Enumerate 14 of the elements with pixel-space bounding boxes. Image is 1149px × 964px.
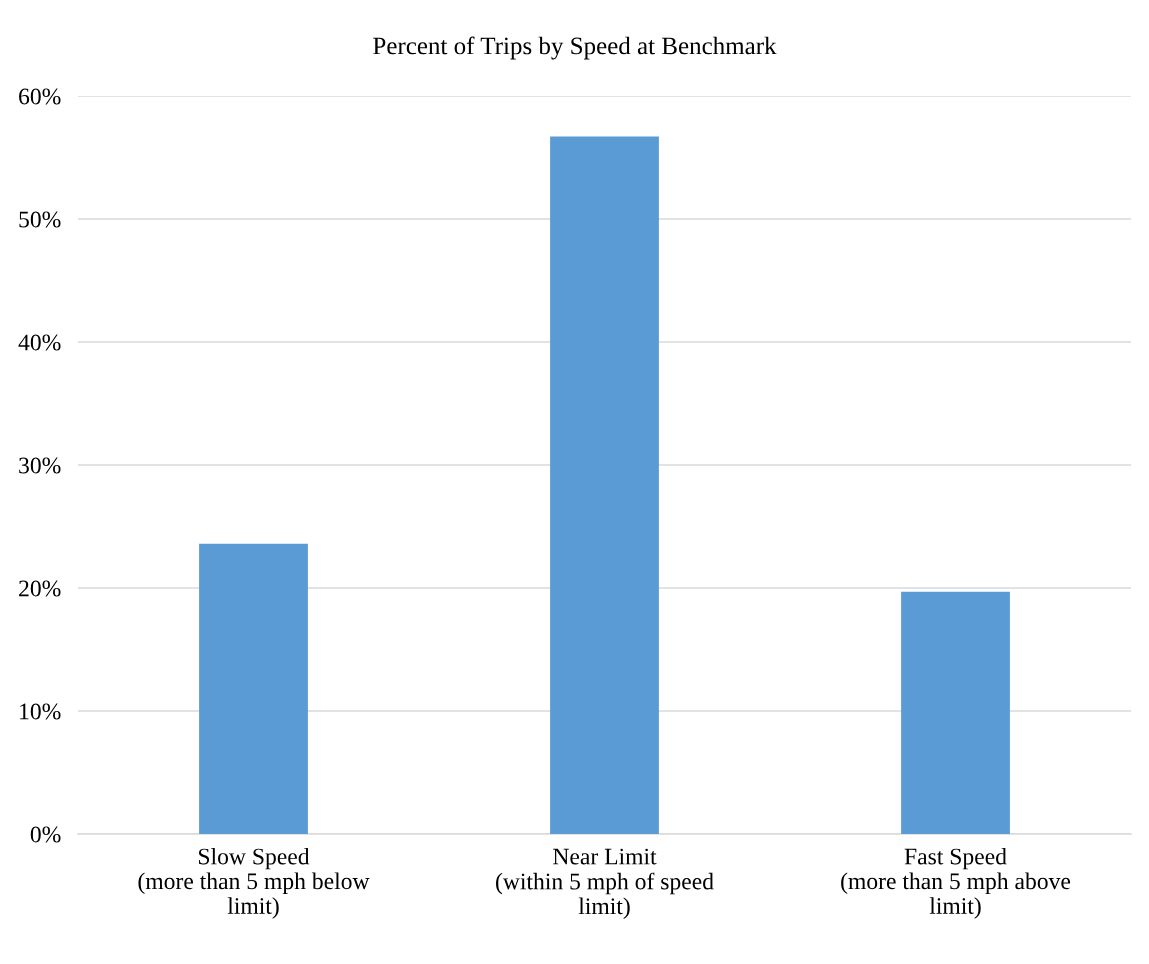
x-tick-label: Fast Speed (more than 5 mph above limit) <box>841 847 1071 919</box>
bar <box>199 543 308 834</box>
y-tick-label: 30% <box>19 457 61 474</box>
y-tick-label: 10% <box>20 703 61 720</box>
y-tick-label: 60% <box>19 88 61 105</box>
y-tick-label: 20% <box>19 580 61 597</box>
y-tick-label: 40% <box>18 334 61 351</box>
x-tick-label: Near Limit (within 5 mph of speed limit) <box>496 848 714 919</box>
x-tick-label: Slow Speed (more than 5 mph below limit) <box>138 847 370 919</box>
bar <box>901 591 1010 834</box>
y-tick-label: 50% <box>19 211 61 228</box>
chart-title: Percent of Trips by Speed at Benchmark <box>373 36 777 60</box>
bar <box>550 136 659 834</box>
y-tick-label: 0% <box>30 826 61 843</box>
